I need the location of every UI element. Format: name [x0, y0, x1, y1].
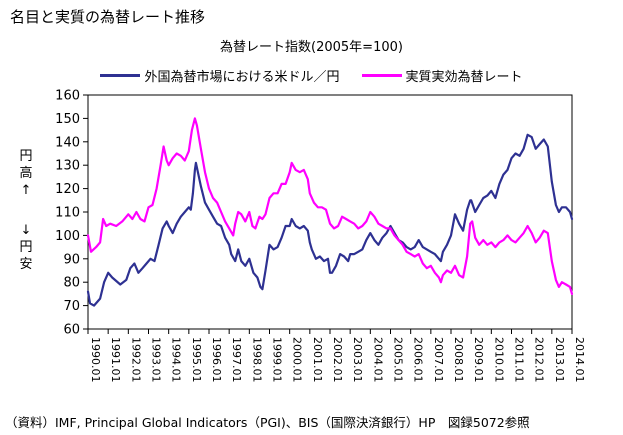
legend: 外国為替市場における米ドル／円 実質実効為替レート [0, 66, 623, 85]
y-tick-label: 80 [63, 276, 80, 291]
x-tick-label: 1993.01 [150, 337, 163, 383]
series-line-real [86, 117, 574, 295]
x-tick-label: 2005.01 [392, 337, 405, 383]
y-tick-label: 140 [55, 135, 80, 150]
down-arrow-icon: ↓ [20, 223, 32, 238]
x-tick-label: 2010.01 [492, 337, 505, 383]
x-tick-label: 1990.01 [89, 337, 102, 383]
x-tick-label: 1999.01 [271, 337, 284, 383]
x-tick-label: 2007.01 [432, 337, 445, 383]
x-tick-label: 2001.01 [311, 337, 324, 383]
x-tick-label: 2011.01 [513, 337, 526, 383]
x-tick-label: 2003.01 [351, 337, 364, 383]
y-axis-label-yen-strong: 円 高 ↑ [18, 148, 34, 199]
y-axis-label-yen-weak: ↓ 円 安 [18, 222, 34, 273]
legend-label-real: 実質実効為替レート [405, 70, 523, 85]
y-tick-label: 70 [63, 299, 80, 314]
y-tick-label: 160 [55, 89, 80, 104]
x-tick-label: 2000.01 [291, 337, 304, 383]
legend-swatch-real [361, 74, 402, 77]
x-tick-label: 1995.01 [190, 337, 203, 383]
y-tick-label: 100 [55, 229, 80, 244]
x-tick-label: 1991.01 [109, 337, 122, 383]
x-tick-label: 1997.01 [230, 337, 243, 383]
legend-item-nominal: 外国為替市場における米ドル／円 [100, 66, 340, 85]
y-axis-label-char: 円 [19, 149, 33, 164]
up-arrow-icon: ↑ [20, 183, 32, 198]
x-tick-label: 2013.01 [553, 337, 566, 383]
y-tick-label: 120 [55, 182, 80, 197]
x-tick-label: 2002.01 [331, 337, 344, 383]
source-note: （資料）IMF, Principal Global Indicators（PGI… [5, 415, 530, 430]
x-tick-label: 2008.01 [452, 337, 465, 383]
x-tick-label: 2004.01 [371, 337, 384, 383]
x-tick-label: 2014.01 [573, 337, 586, 383]
y-axis-label-char: 円 [19, 240, 33, 255]
legend-label-nominal: 外国為替市場における米ドル／円 [144, 70, 340, 85]
chart-title: 為替レート指数(2005年=100) [220, 40, 403, 55]
y-tick-label: 90 [63, 252, 80, 267]
x-tick-label: 1998.01 [250, 337, 263, 383]
x-tick-label: 2009.01 [472, 337, 485, 382]
x-tick-label: 1994.01 [170, 337, 183, 383]
y-axis-label-char: 高 [19, 166, 33, 181]
x-tick-label: 2006.01 [412, 337, 425, 383]
x-tick-label: 1996.01 [210, 337, 223, 383]
y-tick-label: 130 [55, 159, 80, 174]
plot-frame [87, 94, 573, 330]
y-tick-label: 60 [63, 323, 80, 338]
y-axis-label-char: 安 [19, 257, 33, 272]
y-tick-label: 150 [55, 112, 80, 127]
legend-item-real: 実質実効為替レート [361, 66, 523, 85]
y-tick-label: 110 [55, 206, 80, 221]
x-tick-label: 2012.01 [533, 337, 546, 383]
page-title: 名目と実質の為替レート推移 [10, 8, 206, 26]
series-line-nominal [86, 133, 574, 307]
legend-swatch-nominal [100, 74, 141, 77]
x-tick-label: 1992.01 [129, 337, 142, 383]
